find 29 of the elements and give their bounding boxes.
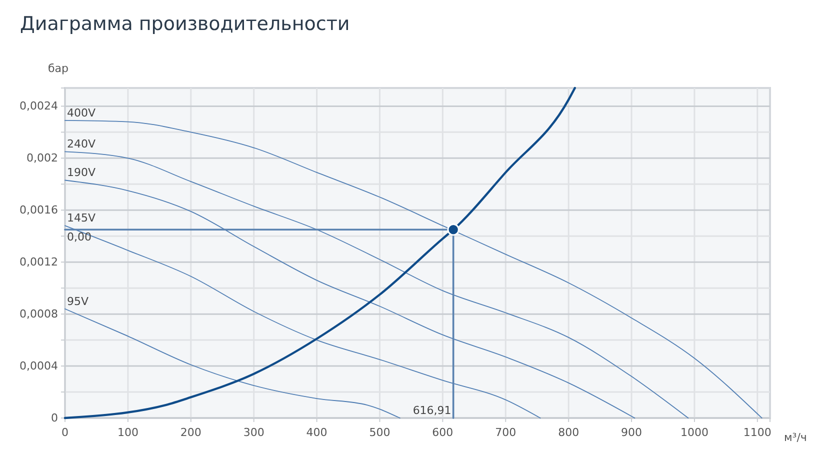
series-label: 145V (67, 212, 96, 225)
x-tick-label: 700 (495, 426, 516, 439)
y-tick-label: 0,002 (26, 152, 58, 165)
x-tick-label: 400 (306, 426, 328, 439)
y-tick-label: 0,0024 (20, 100, 58, 113)
x-tick-label: 300 (243, 426, 264, 439)
x-tick-label: 1000 (680, 426, 708, 439)
x-tick-label: 900 (621, 426, 642, 439)
y-tick-label: 0,0008 (20, 308, 58, 321)
x-tick-label: 200 (180, 426, 202, 439)
x-axis-title: м³/ч (784, 431, 807, 444)
y-axis-title: бар (48, 62, 69, 75)
y-tick-label: 0,0004 (20, 360, 58, 373)
x-tick-label: 100 (117, 426, 138, 439)
series-label: 95V (67, 294, 89, 308)
x-tick-label: 1100 (743, 426, 772, 439)
annotation: 0,00 (67, 230, 92, 244)
chart-title: Диаграмма производительности (20, 13, 350, 35)
y-tick-label: 0 (51, 412, 58, 425)
series-label: 240V (67, 138, 96, 151)
x-tick-label: 0 (62, 426, 68, 439)
annotation: 616,91 (412, 404, 452, 417)
x-tick-label: 800 (558, 426, 580, 439)
x-tick-label: 600 (432, 426, 454, 439)
y-tick-label: 0,0012 (20, 256, 58, 269)
series-label: 190V (67, 166, 96, 180)
series-label: 400V (67, 106, 96, 120)
x-tick-label: 500 (369, 426, 390, 439)
y-tick-label: 0,0016 (20, 204, 58, 217)
